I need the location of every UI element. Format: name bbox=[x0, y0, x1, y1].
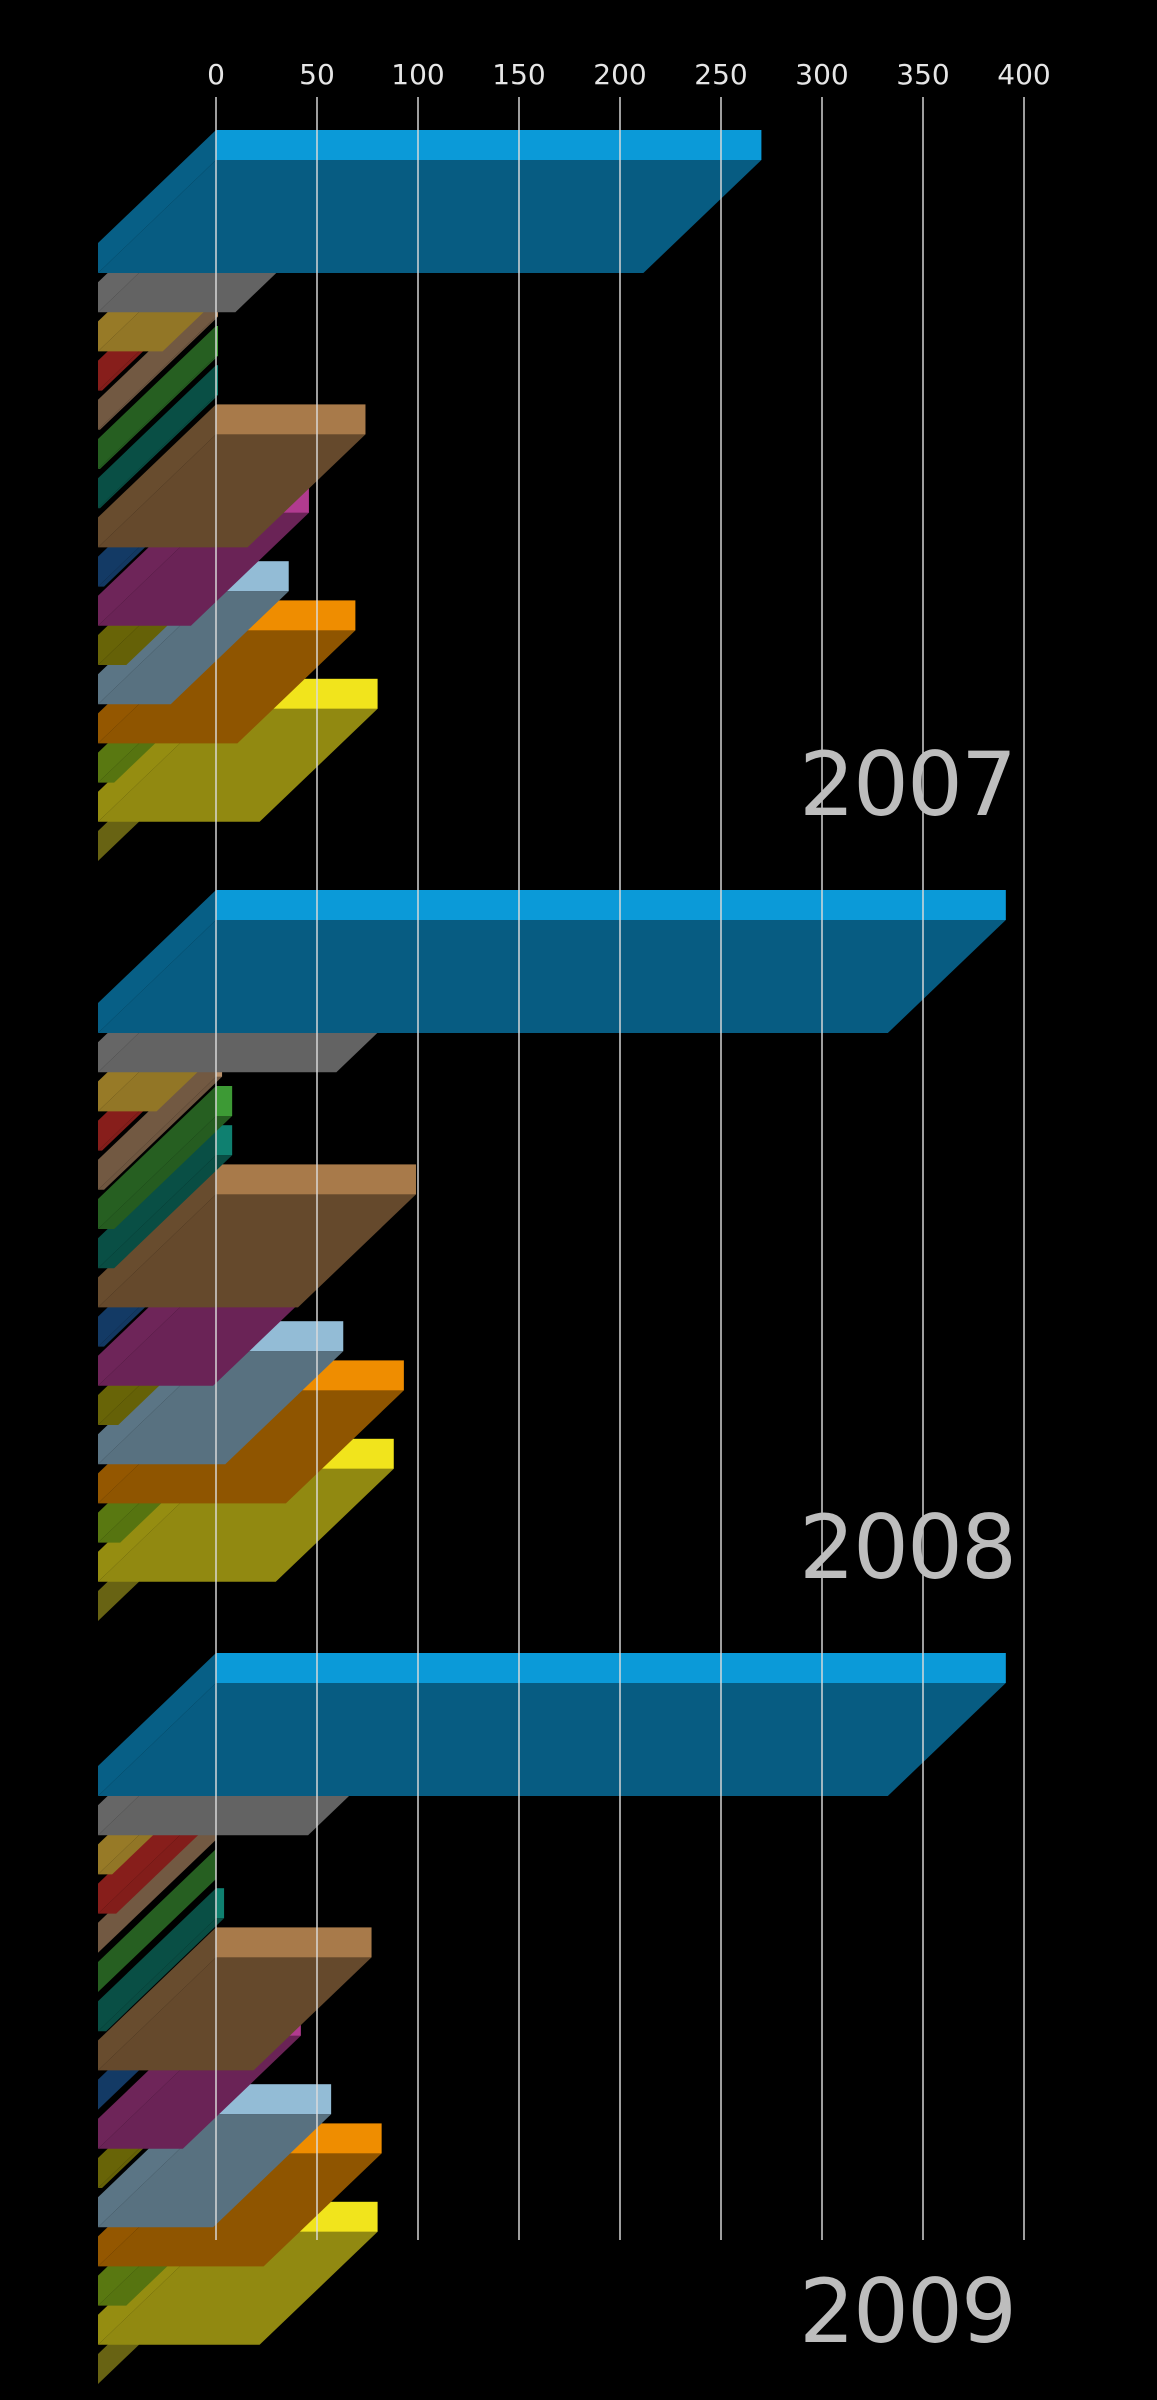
bar bbox=[216, 365, 219, 396]
bar-side bbox=[98, 1888, 216, 2032]
bar-floor bbox=[98, 160, 762, 273]
bar-floor bbox=[98, 591, 289, 705]
panel-2007 bbox=[98, 130, 762, 861]
bar-floor bbox=[98, 2114, 332, 2228]
gridlines bbox=[215, 97, 1025, 2240]
year-label: 2008 bbox=[799, 1496, 1015, 1599]
bar-floor bbox=[98, 1468, 394, 1582]
bar bbox=[216, 1086, 233, 1116]
bar bbox=[216, 326, 219, 356]
bar-floor bbox=[98, 512, 309, 626]
bar-floor bbox=[98, 1390, 404, 1504]
bar-floor bbox=[98, 1116, 233, 1229]
bar-floor bbox=[98, 708, 378, 822]
bar-side bbox=[98, 1927, 216, 2071]
bar-floor bbox=[98, 1957, 372, 2071]
bar-floor bbox=[98, 630, 356, 744]
bar-floor bbox=[98, 395, 219, 509]
bar-floor bbox=[98, 1351, 344, 1465]
tick-label: 300 bbox=[795, 58, 848, 91]
bar-floor bbox=[98, 316, 219, 430]
tick-label: 100 bbox=[391, 58, 444, 91]
bar-floor bbox=[98, 1155, 233, 1269]
bar-floor bbox=[98, 1076, 223, 1190]
bar bbox=[216, 1164, 416, 1195]
bar bbox=[216, 1125, 233, 1156]
bar-floor bbox=[98, 1194, 416, 1308]
bar-floor bbox=[98, 2231, 378, 2345]
bar-floor bbox=[98, 920, 1006, 1033]
bar bbox=[216, 1888, 225, 1919]
bar bbox=[216, 130, 762, 160]
bar-floor bbox=[98, 434, 366, 548]
year-label: 2009 bbox=[799, 2260, 1015, 2363]
bar-side bbox=[98, 1164, 216, 1308]
bar-side bbox=[98, 326, 216, 469]
bar-side bbox=[98, 890, 216, 1033]
tick-label: 150 bbox=[492, 58, 545, 91]
bar-side bbox=[98, 1653, 216, 1796]
panel-2009 bbox=[98, 1653, 1006, 2384]
tick-label: 200 bbox=[593, 58, 646, 91]
panel-2008 bbox=[98, 890, 1006, 1621]
bar bbox=[216, 1927, 372, 1958]
tick-label: 50 bbox=[299, 58, 335, 91]
bar bbox=[216, 890, 1006, 920]
tick-label: 350 bbox=[896, 58, 949, 91]
year-label: 2007 bbox=[799, 733, 1015, 836]
bar-side bbox=[98, 404, 216, 548]
bar-side bbox=[98, 1086, 216, 1229]
bar-floor bbox=[98, 356, 219, 469]
bar-side bbox=[98, 130, 216, 273]
bar-floor bbox=[98, 2153, 382, 2267]
bar-floor bbox=[98, 1918, 225, 2032]
tick-label: 0 bbox=[207, 58, 225, 91]
bar-side bbox=[98, 1849, 216, 1992]
bar bbox=[216, 404, 366, 435]
bar-floor bbox=[98, 1683, 1006, 1796]
tick-label: 250 bbox=[694, 58, 747, 91]
bar bbox=[216, 1653, 1006, 1683]
bar-side bbox=[98, 365, 216, 509]
bar-side bbox=[98, 1125, 216, 1269]
tick-label: 400 bbox=[997, 58, 1050, 91]
